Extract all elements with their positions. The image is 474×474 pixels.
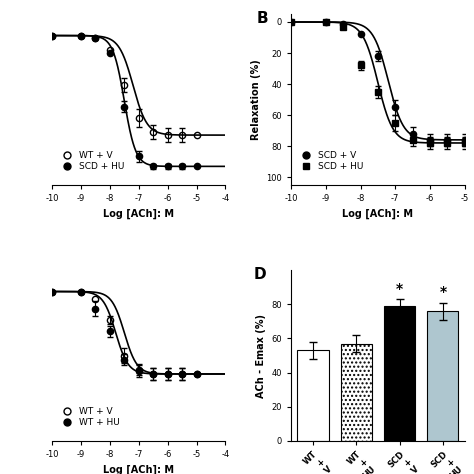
Y-axis label: ACh - Emax (%): ACh - Emax (%) xyxy=(256,313,266,398)
Text: D: D xyxy=(253,267,266,282)
Bar xyxy=(427,311,458,441)
X-axis label: Log [ACh]: M: Log [ACh]: M xyxy=(103,209,174,219)
Bar xyxy=(297,350,328,441)
X-axis label: Log [ACh]: M: Log [ACh]: M xyxy=(342,209,413,219)
Legend: WT + V, WT + HU: WT + V, WT + HU xyxy=(57,406,121,428)
Text: B: B xyxy=(256,11,268,26)
Legend: SCD + V, SCD + HU: SCD + V, SCD + HU xyxy=(296,150,365,172)
Bar xyxy=(384,306,415,441)
Bar xyxy=(341,344,372,441)
Legend: WT + V, SCD + HU: WT + V, SCD + HU xyxy=(57,150,126,172)
Text: *: * xyxy=(439,285,447,299)
Y-axis label: Relaxation (%): Relaxation (%) xyxy=(251,59,261,140)
Text: *: * xyxy=(396,282,403,296)
X-axis label: Log [ACh]: M: Log [ACh]: M xyxy=(103,465,174,474)
